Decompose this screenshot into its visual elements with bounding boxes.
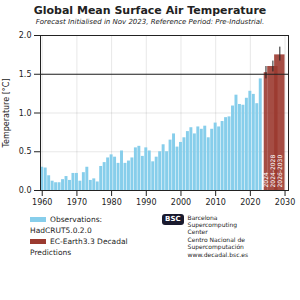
svg-text:2026-2030: 2026-2030 xyxy=(276,155,283,188)
svg-text:2024: 2024 xyxy=(261,172,269,188)
html-text:Forecast Initialised in Nov 20: Forecast Initialised in Nov 2023, Refere… xyxy=(35,18,265,26)
svg-text:1.5: 1.5 xyxy=(19,70,32,79)
svg-text:2.0: 2.0 xyxy=(19,31,32,40)
svg-text:Temperature [°C]: Temperature [°C] xyxy=(2,78,11,148)
svg-text:1.0: 1.0 xyxy=(19,109,32,118)
svg-text:1970: 1970 xyxy=(67,198,87,207)
svg-text:2030: 2030 xyxy=(275,198,295,207)
svg-text:2010: 2010 xyxy=(205,198,225,207)
html-text:Global Mean Surface Air Temper: Global Mean Surface Air Temperature xyxy=(33,4,267,17)
svg-text:2000: 2000 xyxy=(171,198,191,207)
svg-text:0.0: 0.0 xyxy=(19,186,32,195)
html-text:EC-Earth3.3 Decadal Prediction: EC-Earth3.3 Decadal Predictions xyxy=(30,237,128,257)
svg-text:1990: 1990 xyxy=(136,198,156,207)
html-text:Barcelona Supercomputing Cente: Barcelona Supercomputing Center xyxy=(187,214,238,235)
html-text:BSC: BSC xyxy=(165,215,181,223)
svg-text:2020: 2020 xyxy=(240,198,260,207)
html-text:www.decadal.bsc.es: www.decadal.bsc.es xyxy=(187,251,249,258)
svg-text:1980: 1980 xyxy=(101,198,121,207)
svg-text:2024-2028: 2024-2028 xyxy=(268,154,276,188)
svg-text:1960: 1960 xyxy=(32,198,52,207)
html-text:Observations: HadCRUT5.0.2.0: Observations: HadCRUT5.0.2.0 xyxy=(30,215,103,235)
html-text:Centro Nacional de Supercomput: Centro Nacional de Supercomputación xyxy=(187,236,245,250)
svg-text:0.5: 0.5 xyxy=(19,147,32,156)
